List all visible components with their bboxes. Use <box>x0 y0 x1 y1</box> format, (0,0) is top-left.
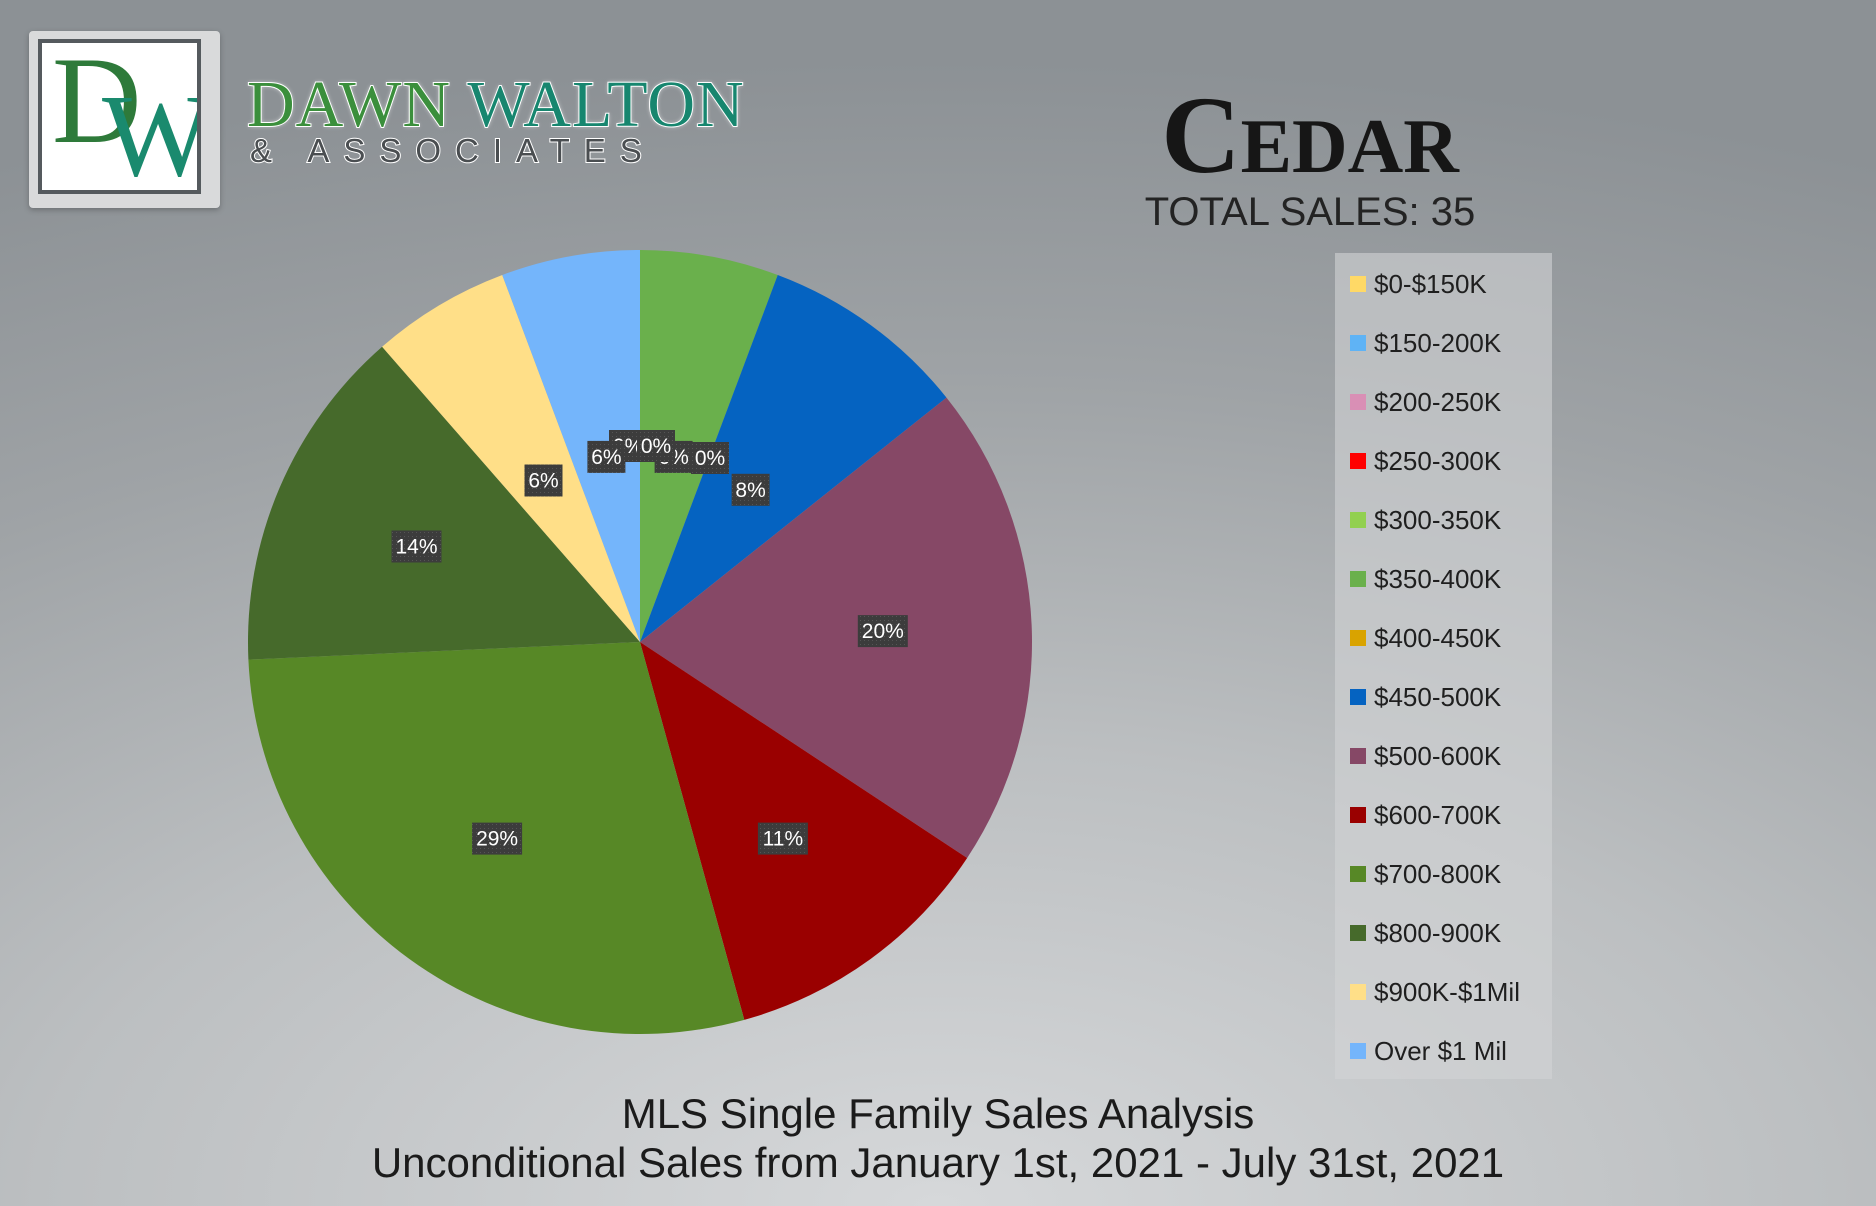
pie-slice-900k-1mil <box>382 275 640 642</box>
legend-label: $900K-$1Mil <box>1374 976 1520 1007</box>
legend-label: $350-400K <box>1374 563 1502 594</box>
brand-name-last: WALTON <box>466 68 745 141</box>
pie-slices <box>247 250 1032 1034</box>
legend-swatch <box>1350 512 1366 528</box>
legend-swatch <box>1350 1043 1366 1059</box>
data-label-600-700k: 11% <box>757 822 808 855</box>
legend-swatch <box>1350 394 1366 410</box>
data-label-300-350k: 0% <box>691 442 729 474</box>
legend-label: $450-500K <box>1374 681 1502 712</box>
data-label-text: 0% <box>641 435 671 458</box>
legend-item-400-450k: $400-450K <box>1350 623 1501 653</box>
legend-label: $150-200K <box>1374 327 1502 358</box>
data-label-450-500k: 8% <box>731 473 770 506</box>
legend-label: $300-350K <box>1374 504 1502 535</box>
legend-item-300-350k: $300-350K <box>1350 505 1501 535</box>
legend-swatch <box>1350 571 1366 587</box>
legend-label: $200-250K <box>1374 386 1502 417</box>
legend-item-600-700k: $600-700K <box>1350 800 1501 830</box>
data-label-over-1-mil: 6% <box>587 440 626 473</box>
logo-letter-d: D <box>52 39 142 169</box>
data-label-400-450k: 0% <box>637 430 675 462</box>
legend-item-900k-1mil: $900K-$1Mil <box>1350 977 1520 1007</box>
data-label-background <box>637 430 675 462</box>
data-label-text: 0% <box>695 447 725 470</box>
legend-swatch <box>1350 689 1366 705</box>
pie-labels: 0%0%6%0%8%20%11%29%14%6%6% <box>391 430 908 855</box>
data-label-background <box>587 440 626 473</box>
legend-label: $500-600K <box>1374 740 1502 771</box>
data-label-text: 6% <box>528 470 558 493</box>
legend-swatch <box>1350 807 1366 823</box>
data-label-text: 20% <box>862 620 904 643</box>
legend-label: $600-700K <box>1374 799 1502 830</box>
data-label-900k-1mil: 6% <box>524 464 563 497</box>
data-label-text: 14% <box>395 536 437 559</box>
data-label-background <box>757 822 808 855</box>
legend-swatch <box>1350 276 1366 292</box>
data-label-text: 6% <box>591 446 621 469</box>
legend-item-200-250k: $200-250K <box>1350 387 1501 417</box>
legend-swatch <box>1350 630 1366 646</box>
pie-slice-500-600k <box>640 397 1032 858</box>
legend-label: $700-800K <box>1374 858 1502 889</box>
logo-letter-w: W <box>102 77 197 191</box>
data-label-text: 29% <box>476 828 518 851</box>
total-sales-label: TOTAL SALES: <box>1144 190 1420 234</box>
brand-subtitle: & ASSOCIATES <box>249 132 656 169</box>
legend-item-450-500k: $450-500K <box>1350 682 1501 712</box>
legend-item-800-900k: $800-900K <box>1350 918 1501 948</box>
legend-swatch <box>1350 925 1366 941</box>
legend-label: $250-300K <box>1374 445 1502 476</box>
legend-swatch <box>1350 748 1366 764</box>
legend-item-150-200k: $150-200K <box>1350 328 1501 358</box>
legend-label: $0-$150K <box>1374 268 1487 299</box>
total-sales: TOTAL SALES: 35 <box>1040 192 1580 232</box>
total-sales-value: 35 <box>1430 190 1476 234</box>
legend: $0-$150K $150-200K $200-250K $250-300K $300-… <box>1335 253 1552 1079</box>
brand-name: DAWN WALTON <box>246 71 745 139</box>
data-label-text: 8% <box>735 479 765 502</box>
data-label-800-900k: 14% <box>391 530 442 563</box>
data-label-text: 11% <box>763 828 803 851</box>
data-label-background <box>524 464 563 497</box>
legend-label: $400-450K <box>1374 622 1502 653</box>
logo-monogram: D W <box>38 39 201 194</box>
legend-item-500-600k: $500-600K <box>1350 741 1501 771</box>
legend-item-over-1-mil: Over $1 Mil <box>1350 1036 1507 1066</box>
legend-swatch <box>1350 335 1366 351</box>
pie-slice-800-900k <box>247 346 640 660</box>
pie-slice-450-500k <box>640 275 947 642</box>
legend-label: Over $1 Mil <box>1374 1035 1507 1066</box>
legend-swatch <box>1350 453 1366 469</box>
brand-name-first: DAWN <box>246 68 451 141</box>
data-label-700-800k: 29% <box>472 822 523 855</box>
logo: D W <box>29 31 220 208</box>
pie-slice-over-1-mil <box>502 250 640 642</box>
footer-subtitle: Unconditional Sales from January 1st, 20… <box>371 1139 1505 1186</box>
data-label-background <box>857 615 908 648</box>
legend-swatch <box>1350 866 1366 882</box>
legend-swatch <box>1350 984 1366 1000</box>
data-label-background <box>731 473 770 506</box>
legend-item-0-150k: $0-$150K <box>1350 269 1487 299</box>
legend-item-250-300k: $250-300K <box>1350 446 1501 476</box>
data-label-500-600k: 20% <box>857 615 908 648</box>
data-label-background <box>391 530 442 563</box>
legend-label: $800-900K <box>1374 917 1502 948</box>
legend-item-700-800k: $700-800K <box>1350 859 1501 889</box>
city-title: Cedar <box>1161 74 1459 196</box>
data-label-background <box>472 822 523 855</box>
legend-item-350-400k: $350-400K <box>1350 564 1501 594</box>
footer-title: MLS Single Family Sales Analysis <box>621 1090 1255 1137</box>
data-label-background <box>691 442 729 474</box>
